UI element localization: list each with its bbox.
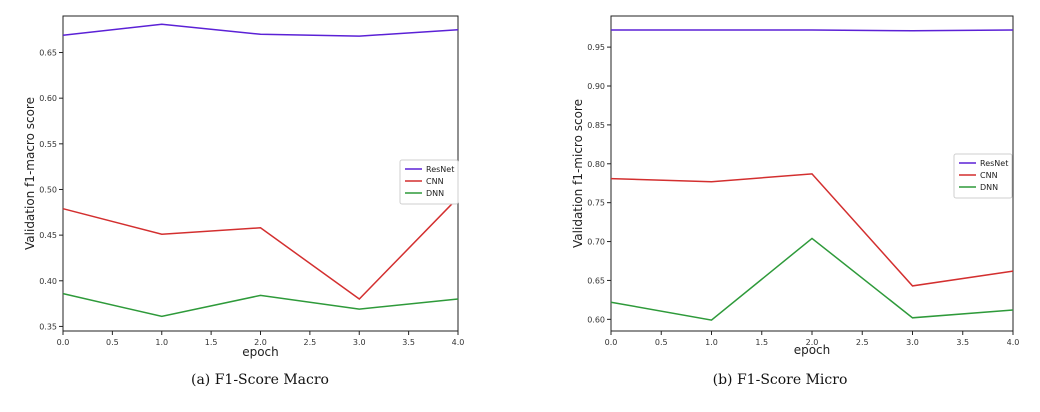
x-tick-label: 0.0 <box>605 338 618 347</box>
x-axis-label: epoch <box>242 345 279 359</box>
x-tick-label: 1.0 <box>705 338 718 347</box>
y-tick-label: 0.65 <box>39 49 57 58</box>
y-axis-label: Validation f1-macro score <box>23 97 37 250</box>
legend-label-dnn: DNN <box>426 189 444 198</box>
x-tick-label: 0.0 <box>57 338 70 347</box>
y-tick-label: 0.40 <box>39 277 57 286</box>
y-tick-label: 0.85 <box>587 121 605 130</box>
x-tick-label: 2.5 <box>856 338 869 347</box>
y-tick-label: 0.60 <box>587 315 605 324</box>
y-tick-label: 0.70 <box>587 238 605 247</box>
x-tick-label: 1.0 <box>155 338 168 347</box>
series-line-resnet <box>611 29 1014 32</box>
x-tick-label: 2.0 <box>806 338 819 347</box>
y-tick-label: 0.55 <box>39 140 57 149</box>
y-tick-label: 0.35 <box>39 322 57 331</box>
y-tick-label: 0.65 <box>587 276 605 285</box>
legend-label-resnet: ResNet <box>426 165 454 174</box>
series-line-cnn <box>610 173 1014 287</box>
caption-micro: (b) F1-Score Micro <box>712 372 848 388</box>
chart-svg-micro: 0.0 0.5 1.0 1.5 2.0 2.5 3.0 3.5 4.0 0.60 0.65 0.70 0… <box>571 15 1020 357</box>
x-tick-label: 3.5 <box>956 338 969 347</box>
x-axis-label: epoch <box>794 343 831 357</box>
chart-panel-macro: 0.0 0.5 1.0 1.5 2.0 2.5 3.0 3.5 4.0 0.35 0.40 0.45 0… <box>0 0 520 408</box>
x-tick-label: 0.5 <box>655 338 668 347</box>
series-line-dnn <box>62 292 459 318</box>
legend-label-resnet: ResNet <box>980 159 1008 168</box>
y-axis-label: Validation f1-micro score <box>571 99 585 248</box>
y-tick-label: 0.45 <box>39 231 57 240</box>
x-tick-label: 1.5 <box>205 338 218 347</box>
x-tick-label: 0.5 <box>106 338 119 347</box>
legend-label-cnn: CNN <box>980 171 998 180</box>
x-tick-label: 3.0 <box>353 338 366 347</box>
x-tick-label: 4.0 <box>452 338 465 347</box>
y-tick-label: 0.90 <box>587 82 605 91</box>
chart-panel-micro: 0.0 0.5 1.0 1.5 2.0 2.5 3.0 3.5 4.0 0.60 0.65 0.70 0… <box>520 0 1040 408</box>
x-tick-label: 4.0 <box>1007 338 1020 347</box>
chart-svg-macro: 0.0 0.5 1.0 1.5 2.0 2.5 3.0 3.5 4.0 0.35 0.40 0.45 0… <box>23 15 465 359</box>
series-line-resnet <box>62 23 459 37</box>
series-line-cnn <box>62 197 459 300</box>
x-tick-label: 1.5 <box>755 338 768 347</box>
legend-label-dnn: DNN <box>980 183 998 192</box>
y-tick-label: 0.95 <box>587 43 605 52</box>
y-tick-label: 0.75 <box>587 199 605 208</box>
y-tick-label: 0.80 <box>587 160 605 169</box>
plot-frame <box>62 15 459 332</box>
y-tick-label: 0.60 <box>39 94 57 103</box>
caption-macro: (a) F1-Score Macro <box>190 372 329 388</box>
x-tick-label: 3.5 <box>402 338 415 347</box>
x-tick-label: 2.0 <box>254 338 267 347</box>
y-tick-label: 0.50 <box>39 185 57 194</box>
x-tick-label: 2.5 <box>304 338 317 347</box>
series-line-dnn <box>610 237 1014 321</box>
legend-label-cnn: CNN <box>426 177 444 186</box>
x-tick-label: 3.0 <box>906 338 919 347</box>
